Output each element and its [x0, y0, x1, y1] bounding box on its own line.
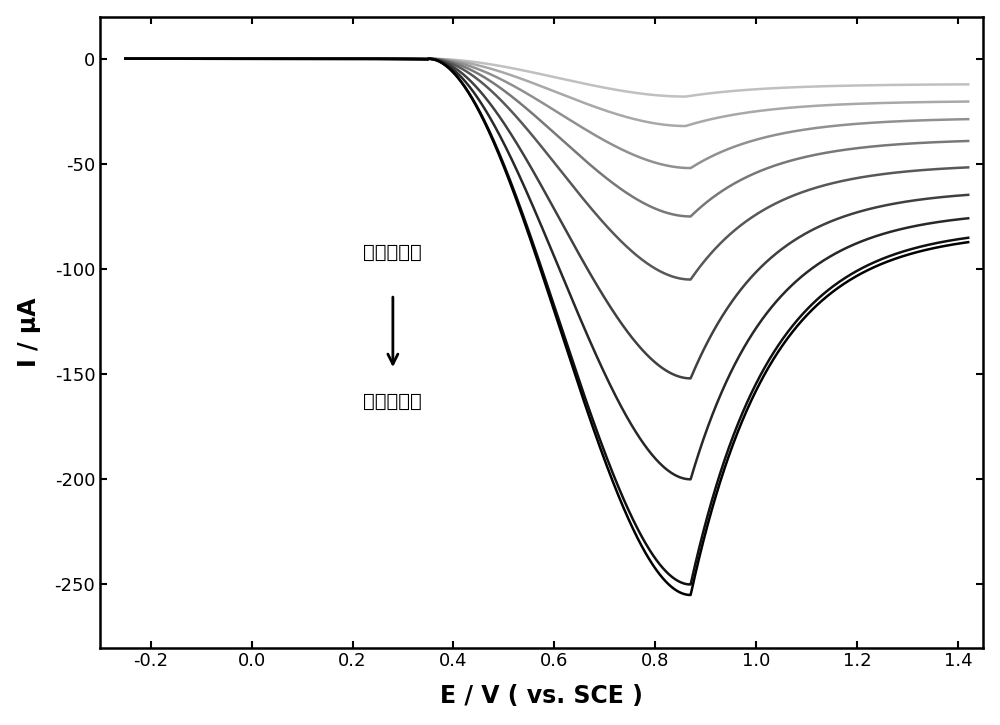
- Y-axis label: I / μA: I / μA: [17, 297, 41, 367]
- Text: 尿酸高浓度: 尿酸高浓度: [363, 392, 422, 411]
- Text: 尿酸低浓度: 尿酸低浓度: [363, 243, 422, 262]
- X-axis label: E / V ( vs. SCE ): E / V ( vs. SCE ): [440, 684, 643, 708]
